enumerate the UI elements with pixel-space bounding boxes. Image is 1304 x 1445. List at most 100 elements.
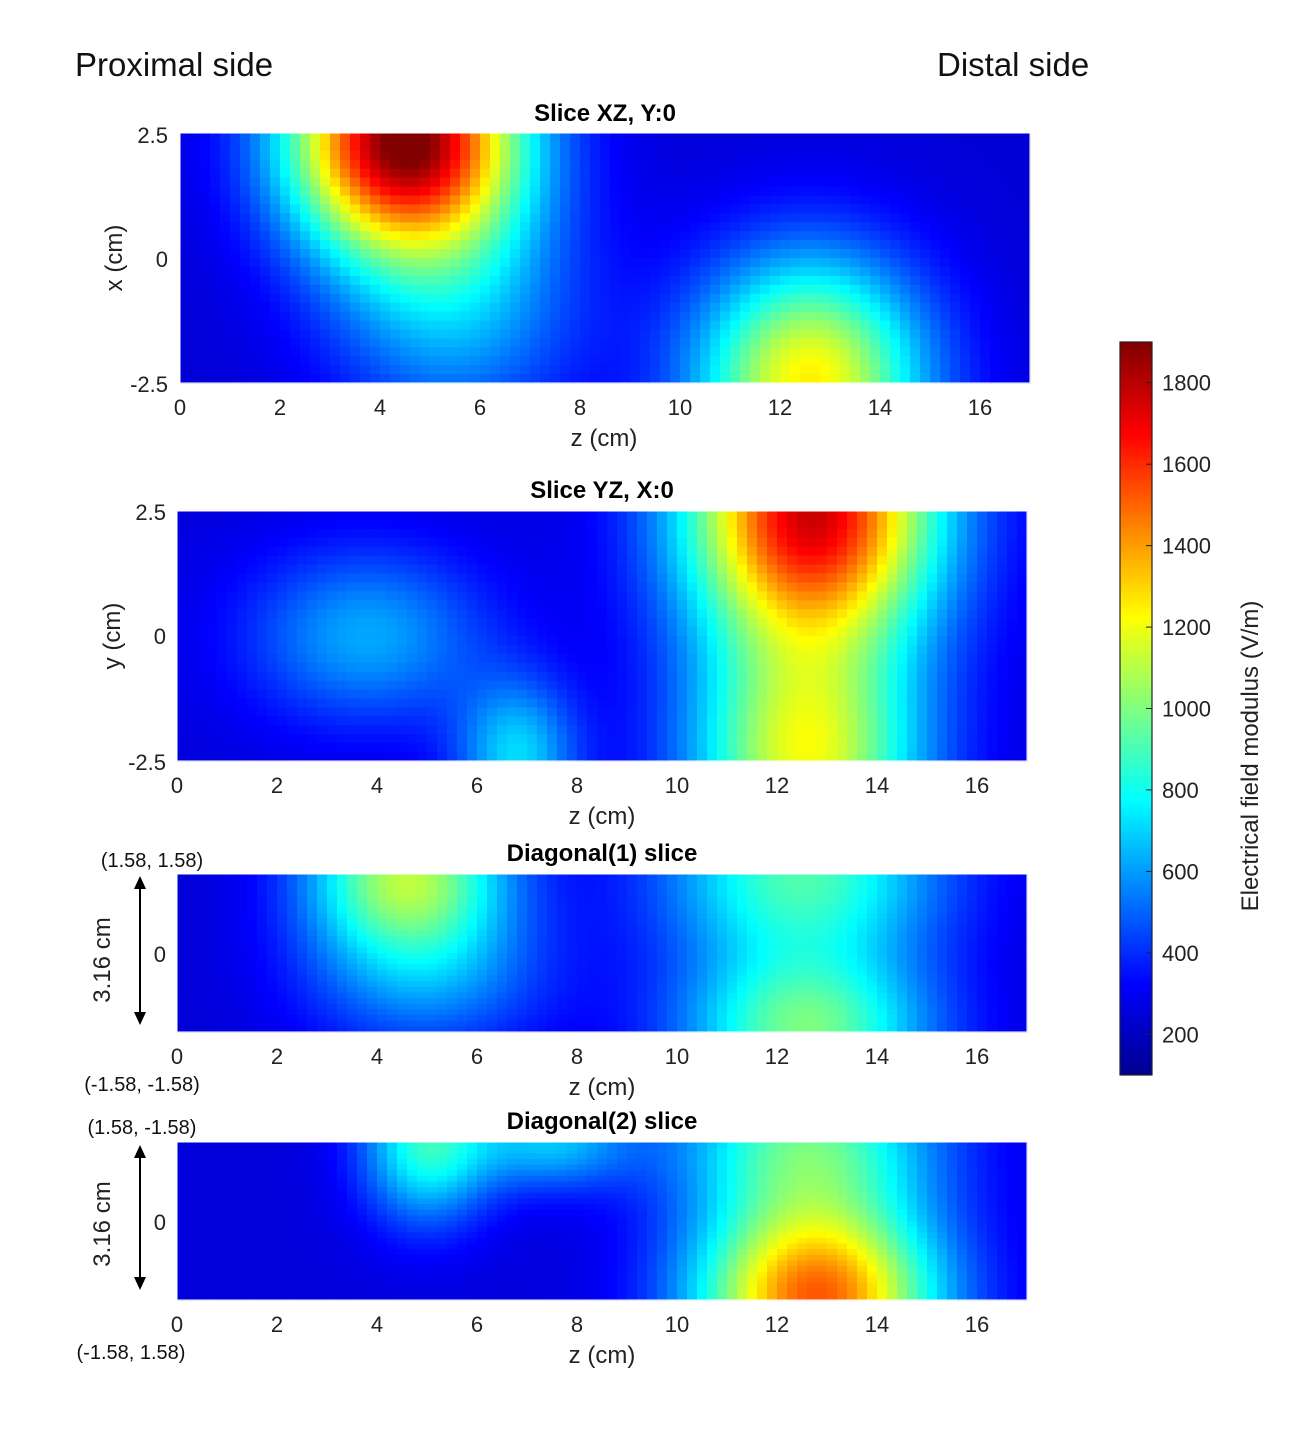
- heatmap-cell: [347, 511, 358, 521]
- heatmap-cell: [740, 293, 751, 304]
- heatmap-cell: [240, 231, 251, 241]
- heatmap-cell: [210, 159, 221, 170]
- heatmap-cell: [337, 636, 348, 646]
- heatmap-cell: [410, 311, 421, 322]
- heatmap-cell: [797, 627, 808, 637]
- heatmap-cell: [630, 302, 641, 313]
- heatmap-cell: [590, 168, 601, 179]
- heatmap-cell: [650, 195, 661, 206]
- heatmap-cell: [460, 150, 471, 161]
- heatmap-cell: [190, 356, 201, 366]
- heatmap-cell: [350, 240, 361, 250]
- heatmap-cell: [917, 644, 928, 655]
- heatmap-cell: [550, 293, 561, 304]
- heatmap-cell: [747, 716, 758, 726]
- heatmap-cell: [240, 240, 251, 250]
- heatmap-cell: [410, 338, 421, 348]
- heatmap-cell: [777, 609, 788, 619]
- heatmap-cell: [890, 213, 901, 223]
- heatmap-cell: [870, 204, 881, 214]
- heatmap-cell: [507, 528, 518, 539]
- heatmap-cell: [567, 528, 578, 539]
- heatmap-cell: [290, 213, 301, 223]
- heatmap-cell: [247, 582, 258, 592]
- heatmap-cell: [940, 302, 951, 313]
- heatmap-cell: [340, 302, 351, 313]
- heatmap-cell: [450, 213, 461, 223]
- heatmap-cell: [530, 133, 541, 143]
- heatmap-cell: [507, 671, 518, 682]
- heatmap-cell: [280, 258, 291, 268]
- heatmap-cell: [367, 511, 378, 521]
- heatmap-cell: [907, 519, 918, 530]
- heatmap-cell: [670, 374, 681, 384]
- heatmap-cell: [560, 356, 571, 366]
- heatmap-cell: [260, 258, 271, 268]
- heatmap-cell: [807, 707, 818, 717]
- heatmap-cell: [397, 752, 408, 762]
- heatmap-cell: [280, 320, 291, 331]
- heatmap-cell: [620, 186, 631, 197]
- heatmap-cell: [290, 177, 301, 188]
- heatmap-cell: [717, 752, 728, 762]
- heatmap-cell: [320, 320, 331, 331]
- heatmap-cell: [550, 320, 561, 331]
- heatmap-cell: [187, 564, 198, 575]
- heatmap-cell: [1007, 573, 1018, 584]
- heatmap-cell: [357, 627, 368, 637]
- heatmap-cell: [670, 311, 681, 322]
- heatmap-cell: [870, 141, 881, 152]
- heatmap-cell: [990, 249, 1001, 259]
- heatmap-cell: [187, 879, 198, 886]
- heatmap-cell: [407, 662, 418, 673]
- heatmap-cell: [240, 311, 251, 322]
- heatmap-cell: [857, 662, 868, 673]
- heatmap-cell: [577, 618, 588, 628]
- heatmap-cell: [340, 347, 351, 357]
- heatmap-cell: [547, 591, 558, 601]
- heatmap-cell: [470, 204, 481, 214]
- heatmap-cell: [730, 302, 741, 313]
- heatmap-cell: [767, 528, 778, 539]
- heatmap-cell: [867, 511, 878, 521]
- heatmap-cell: [327, 573, 338, 584]
- heatmap-cell: [840, 186, 851, 197]
- heatmap-cell: [627, 555, 638, 566]
- heatmap-cell: [1020, 168, 1031, 179]
- heatmap-cell: [807, 519, 818, 530]
- heatmap-cell: [427, 636, 438, 646]
- heatmap-cell: [457, 555, 468, 566]
- heatmap-cell: [797, 609, 808, 619]
- heatmap-cell: [930, 284, 941, 295]
- heatmap-cell: [470, 293, 481, 304]
- heatmap-cell: [290, 222, 301, 232]
- heatmap-cell: [1000, 275, 1011, 286]
- heatmap-cell: [280, 365, 291, 375]
- heatmap-cell: [977, 582, 988, 592]
- heatmap-cell: [450, 320, 461, 331]
- heatmap-cell: [370, 222, 381, 232]
- heatmap-cell: [910, 240, 921, 250]
- heatmap-cell: [610, 133, 621, 143]
- heatmap-cell: [350, 141, 361, 152]
- heatmap-cell: [180, 356, 191, 366]
- heatmap-cell: [280, 266, 291, 277]
- heatmap-cell: [400, 356, 411, 366]
- heatmap-cell: [960, 311, 971, 322]
- heatmap-cell: [330, 365, 341, 375]
- heatmap-cell: [817, 662, 828, 673]
- heatmap-cell: [177, 555, 188, 566]
- y-tick-label: 0: [156, 247, 168, 272]
- heatmap-cell: [810, 249, 821, 259]
- heatmap-cell: [857, 680, 868, 691]
- heatmap-cell: [250, 150, 261, 161]
- heatmap-cell: [830, 213, 841, 223]
- heatmap-cell: [567, 618, 578, 628]
- heatmap-cell: [230, 213, 241, 223]
- heatmap-cell: [960, 293, 971, 304]
- heatmap-cell: [1000, 329, 1011, 339]
- heatmap-cell: [687, 874, 698, 881]
- heatmap-cell: [377, 627, 388, 637]
- heatmap-cell: [957, 573, 968, 584]
- heatmap-cell: [747, 582, 758, 592]
